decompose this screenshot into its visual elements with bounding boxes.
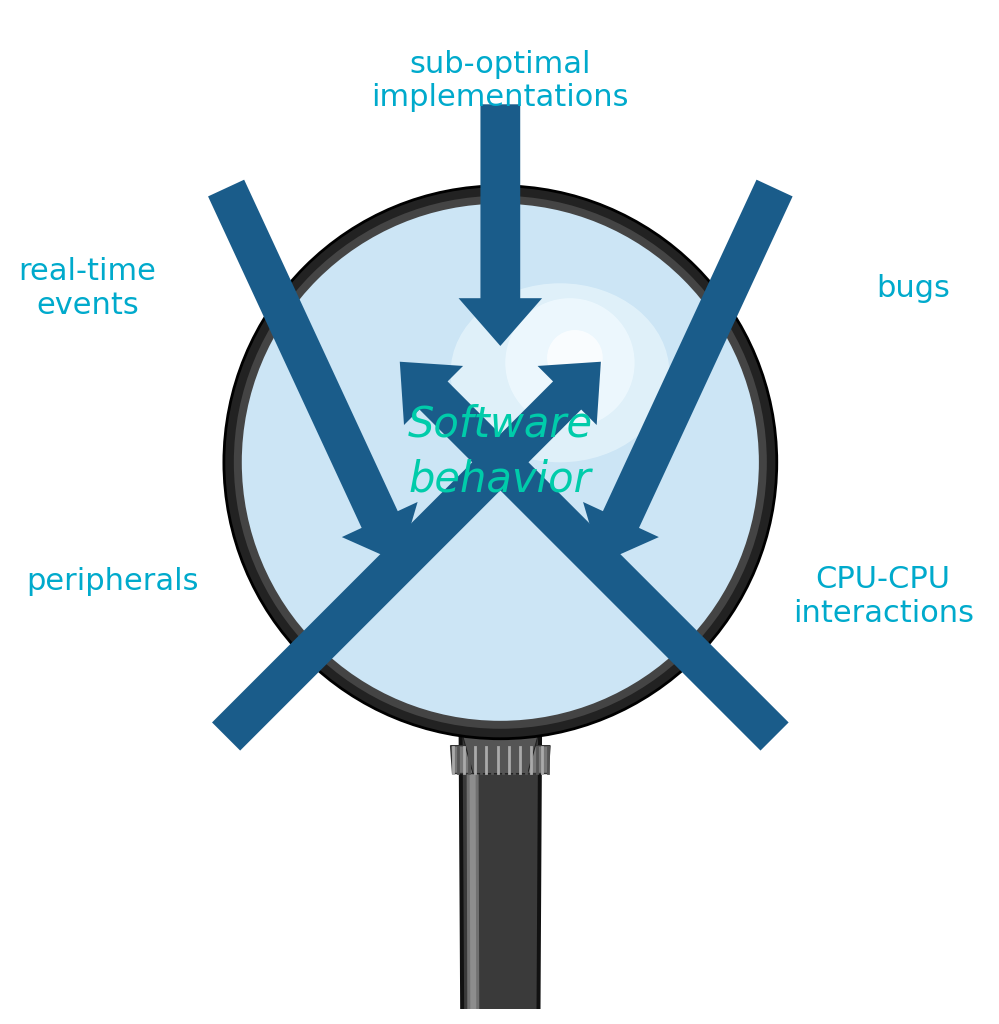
Text: Software
behavior: Software behavior	[408, 403, 592, 501]
Text: CPU-CPU
interactions: CPU-CPU interactions	[792, 565, 974, 628]
Circle shape	[547, 330, 602, 386]
Text: real-time
events: real-time events	[19, 257, 157, 319]
Ellipse shape	[451, 284, 669, 462]
Polygon shape	[459, 721, 542, 773]
Circle shape	[234, 196, 767, 729]
Text: peripherals: peripherals	[26, 567, 199, 596]
Circle shape	[505, 298, 634, 427]
Polygon shape	[470, 726, 477, 1024]
Polygon shape	[212, 361, 600, 751]
Polygon shape	[400, 361, 788, 751]
Polygon shape	[208, 179, 418, 563]
Polygon shape	[451, 745, 550, 773]
Polygon shape	[459, 104, 542, 346]
Circle shape	[242, 204, 759, 721]
Polygon shape	[459, 726, 542, 1024]
Polygon shape	[583, 179, 792, 563]
Text: sub-optimal
implementations: sub-optimal implementations	[372, 49, 629, 113]
Circle shape	[224, 185, 777, 738]
Polygon shape	[467, 726, 480, 1024]
Text: bugs: bugs	[876, 273, 950, 303]
Polygon shape	[466, 716, 535, 745]
Polygon shape	[463, 726, 538, 1024]
